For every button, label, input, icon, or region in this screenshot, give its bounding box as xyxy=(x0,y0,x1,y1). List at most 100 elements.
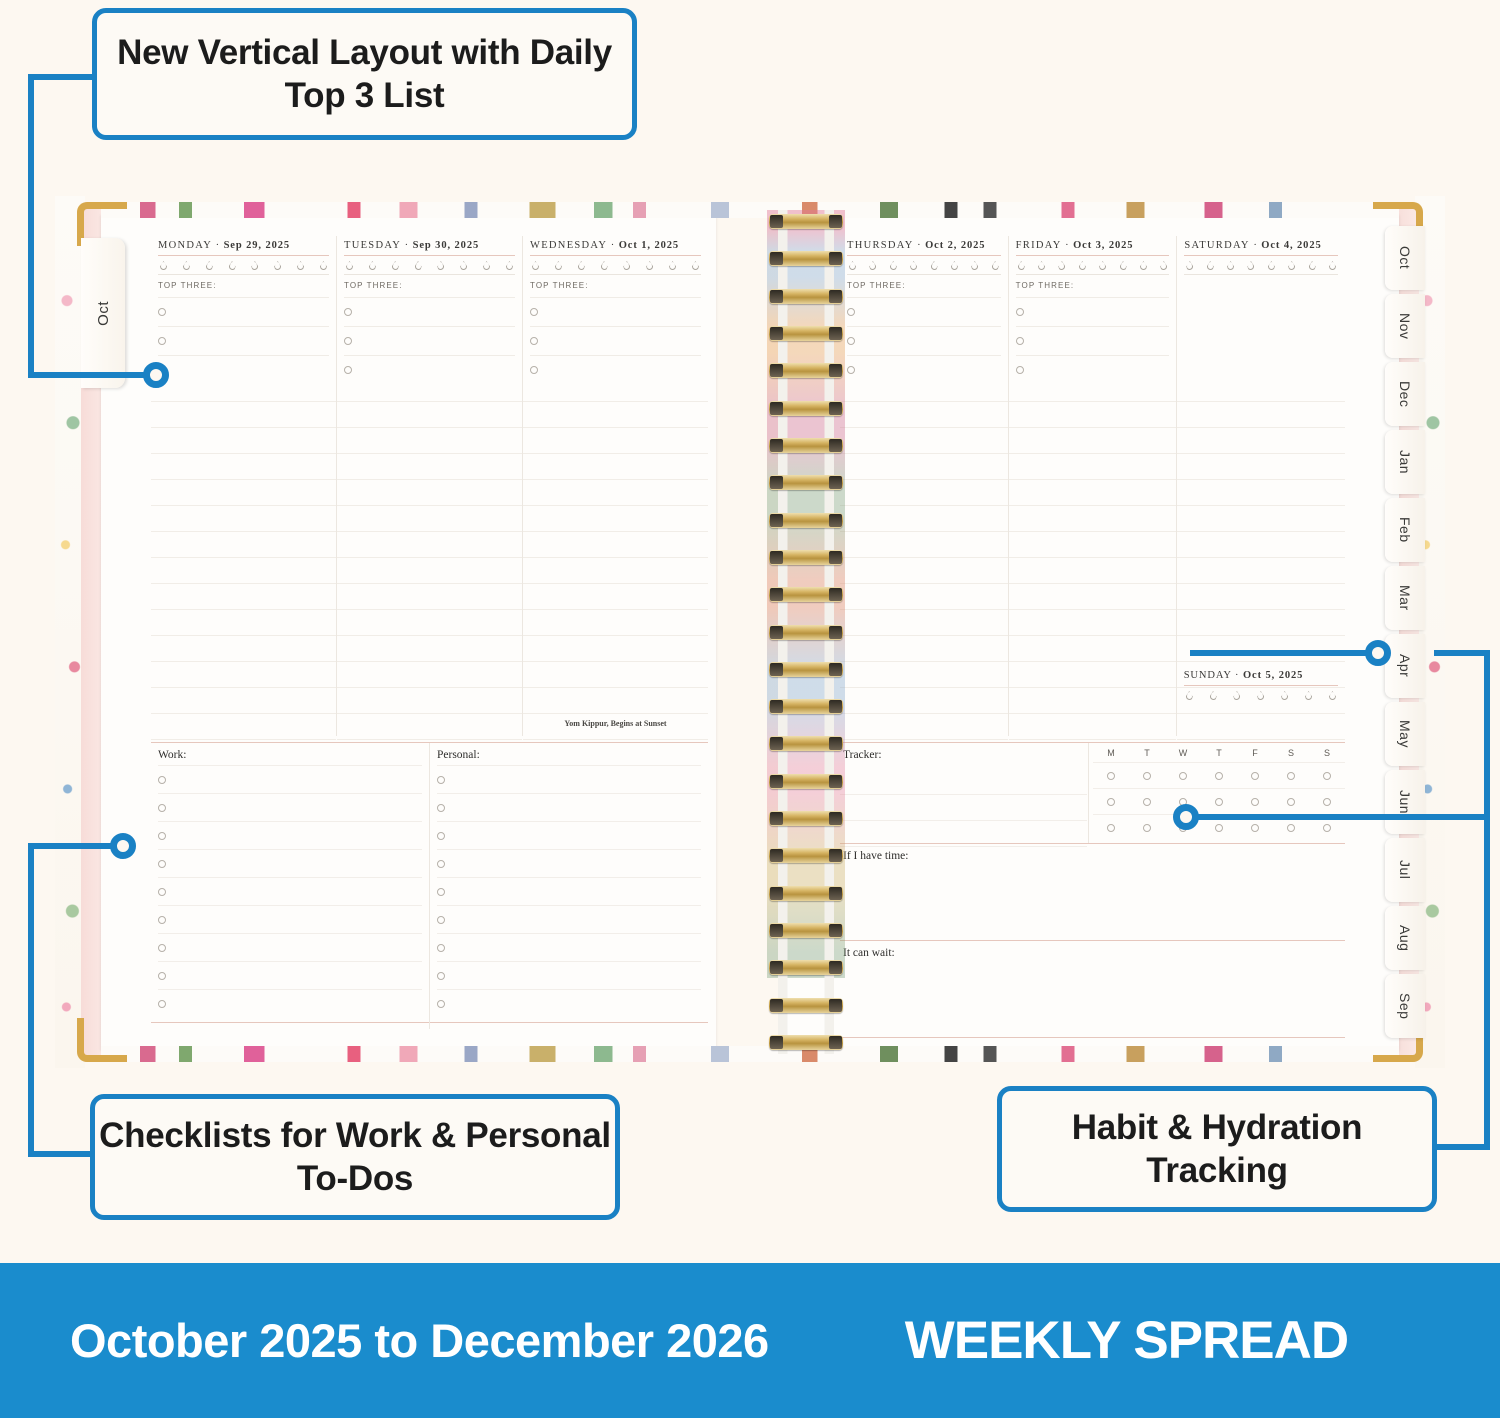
water-drop-icon[interactable] xyxy=(229,261,236,270)
water-drop-icon[interactable] xyxy=(601,261,608,270)
checkbox-circle-icon[interactable] xyxy=(158,915,166,924)
tracker-cell[interactable] xyxy=(1129,797,1165,806)
checkbox-circle-icon[interactable] xyxy=(158,337,166,345)
tracker-cell[interactable] xyxy=(1273,797,1309,806)
month-tab-jul[interactable]: Jul xyxy=(1385,838,1425,902)
water-drop-icon[interactable] xyxy=(183,261,190,270)
month-tab-dec[interactable]: Dec xyxy=(1385,362,1425,426)
water-drop-icon[interactable] xyxy=(1233,691,1240,700)
water-drop-icon[interactable] xyxy=(1079,261,1086,270)
top-three-item[interactable] xyxy=(530,355,701,384)
checkbox-circle-icon[interactable] xyxy=(1107,771,1115,780)
checkbox-circle-icon[interactable] xyxy=(1015,337,1024,345)
checklist-row[interactable] xyxy=(437,989,701,1017)
checklist-row[interactable] xyxy=(437,877,701,905)
month-tab-nov[interactable]: Nov xyxy=(1385,294,1425,358)
checkbox-circle-icon[interactable] xyxy=(158,775,166,784)
water-drop-icon[interactable] xyxy=(369,261,376,270)
checkbox-circle-icon[interactable] xyxy=(344,308,352,316)
month-tab-apr[interactable]: Apr xyxy=(1385,634,1425,698)
checkbox-circle-icon[interactable] xyxy=(530,308,538,316)
checkbox-circle-icon[interactable] xyxy=(344,366,352,374)
tracker-cell[interactable] xyxy=(1129,823,1165,832)
checkbox-circle-icon[interactable] xyxy=(1015,308,1024,316)
checkbox-circle-icon[interactable] xyxy=(437,831,445,840)
top-three-item[interactable] xyxy=(344,297,515,326)
checkbox-circle-icon[interactable] xyxy=(847,366,855,374)
tracker-cell[interactable] xyxy=(1237,771,1273,780)
top-three-item[interactable] xyxy=(847,355,1001,384)
water-drop-icon[interactable] xyxy=(320,261,327,270)
water-drop-icon[interactable] xyxy=(297,261,304,270)
checkbox-circle-icon[interactable] xyxy=(437,859,445,868)
checkbox-circle-icon[interactable] xyxy=(158,999,166,1008)
tracker-cell[interactable] xyxy=(1129,771,1165,780)
checkbox-circle-icon[interactable] xyxy=(437,915,445,924)
checkbox-circle-icon[interactable] xyxy=(1143,797,1151,806)
water-drop-icon[interactable] xyxy=(1160,261,1167,270)
water-drop-icon[interactable] xyxy=(1305,691,1312,700)
water-drop-icon[interactable] xyxy=(1140,261,1147,270)
month-tab-feb[interactable]: Feb xyxy=(1385,498,1425,562)
checkbox-circle-icon[interactable] xyxy=(437,803,445,812)
checkbox-circle-icon[interactable] xyxy=(1323,823,1331,832)
top-three-item[interactable] xyxy=(530,326,701,355)
water-drop-icon[interactable] xyxy=(931,261,938,270)
checkbox-circle-icon[interactable] xyxy=(158,943,166,952)
checkbox-circle-icon[interactable] xyxy=(344,337,352,345)
checklist-row[interactable] xyxy=(437,961,701,989)
checkbox-circle-icon[interactable] xyxy=(1143,771,1151,780)
checklist-row[interactable] xyxy=(158,989,422,1017)
water-drop-icon[interactable] xyxy=(1099,261,1106,270)
checkbox-circle-icon[interactable] xyxy=(437,971,445,980)
checkbox-circle-icon[interactable] xyxy=(530,366,538,374)
water-drop-icon[interactable] xyxy=(460,261,467,270)
checkbox-circle-icon[interactable] xyxy=(158,831,166,840)
checkbox-circle-icon[interactable] xyxy=(1215,771,1223,780)
checklist-row[interactable] xyxy=(437,905,701,933)
checklist-row[interactable] xyxy=(437,849,701,877)
checkbox-circle-icon[interactable] xyxy=(1323,797,1331,806)
top-three-item[interactable] xyxy=(1015,355,1170,384)
checkbox-circle-icon[interactable] xyxy=(1287,771,1295,780)
checkbox-circle-icon[interactable] xyxy=(1107,797,1115,806)
water-drop-icon[interactable] xyxy=(1018,261,1025,270)
water-drop-icon[interactable] xyxy=(578,261,585,270)
checkbox-circle-icon[interactable] xyxy=(1287,823,1295,832)
water-drop-icon[interactable] xyxy=(1207,261,1214,270)
month-tab-jun[interactable]: Jun xyxy=(1385,770,1425,834)
water-drop-icon[interactable] xyxy=(392,261,399,270)
water-drop-icon[interactable] xyxy=(1257,691,1264,700)
water-drop-icon[interactable] xyxy=(1281,691,1288,700)
checkbox-circle-icon[interactable] xyxy=(847,337,855,345)
water-drop-icon[interactable] xyxy=(415,261,422,270)
water-drop-icon[interactable] xyxy=(849,261,856,270)
water-drop-icon[interactable] xyxy=(1038,261,1045,270)
water-drop-icon[interactable] xyxy=(555,261,562,270)
checkbox-circle-icon[interactable] xyxy=(158,308,166,316)
water-drop-icon[interactable] xyxy=(692,261,699,270)
water-drop-icon[interactable] xyxy=(992,261,999,270)
water-drop-icon[interactable] xyxy=(274,261,281,270)
checkbox-circle-icon[interactable] xyxy=(437,943,445,952)
checkbox-circle-icon[interactable] xyxy=(1179,771,1187,780)
checklist-row[interactable] xyxy=(437,933,701,961)
tracker-cell[interactable] xyxy=(1273,771,1309,780)
month-tab-jan[interactable]: Jan xyxy=(1385,430,1425,494)
water-drop-icon[interactable] xyxy=(160,261,167,270)
checkbox-circle-icon[interactable] xyxy=(1251,797,1259,806)
top-three-item[interactable] xyxy=(847,297,1001,326)
checkbox-circle-icon[interactable] xyxy=(437,999,445,1008)
checkbox-circle-icon[interactable] xyxy=(158,859,166,868)
month-tab-oct[interactable]: Oct xyxy=(1385,226,1425,290)
top-three-item[interactable] xyxy=(1015,326,1170,355)
checkbox-circle-icon[interactable] xyxy=(530,337,538,345)
month-tab-aug[interactable]: Aug xyxy=(1385,906,1425,970)
checkbox-circle-icon[interactable] xyxy=(158,971,166,980)
top-three-item[interactable] xyxy=(1015,297,1170,326)
checkbox-circle-icon[interactable] xyxy=(158,803,166,812)
water-drop-icon[interactable] xyxy=(1186,261,1193,270)
water-drop-icon[interactable] xyxy=(1058,261,1065,270)
top-three-item[interactable] xyxy=(847,326,1001,355)
water-drop-icon[interactable] xyxy=(951,261,958,270)
